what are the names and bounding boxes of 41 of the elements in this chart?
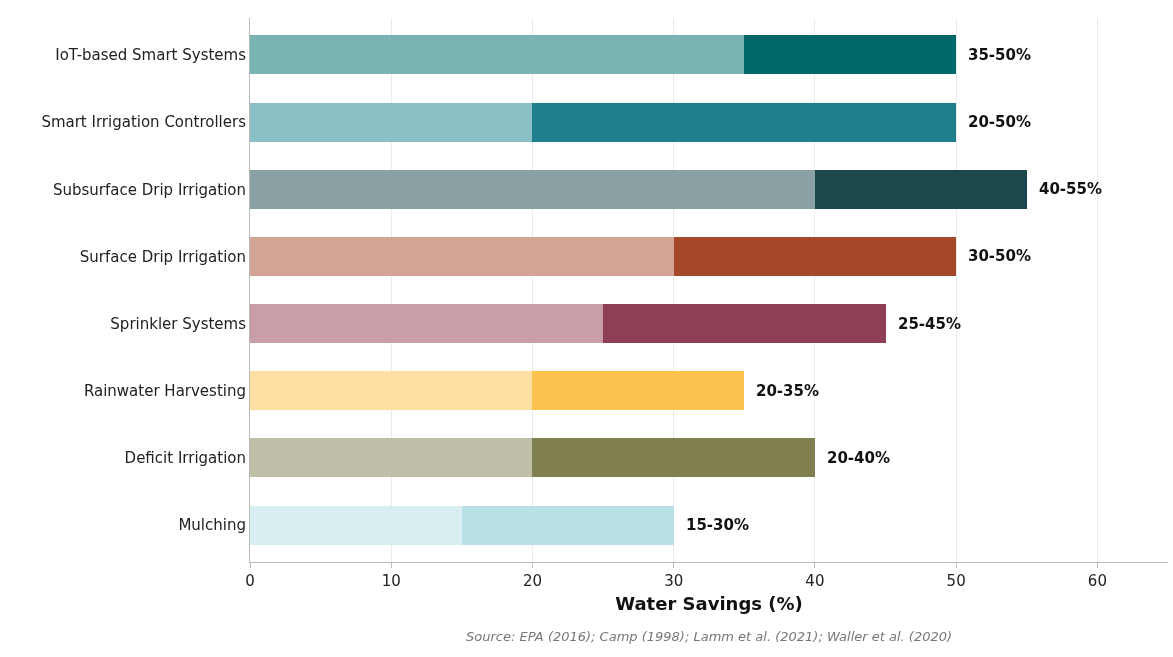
annotation: 20-50%	[968, 113, 1032, 131]
bar	[250, 102, 533, 142]
annotation: 40-55%	[1039, 180, 1103, 198]
source-note: Source: EPA (2016); Camp (1998); Lamm et al. (2021); Waller et al. (2020)	[466, 629, 953, 644]
annotation: 20-40%	[827, 449, 891, 467]
bar	[250, 236, 674, 276]
bar	[532, 102, 957, 142]
bar	[461, 505, 674, 545]
bar	[250, 438, 533, 478]
bar	[603, 304, 886, 344]
y-tick-label: Mulching	[178, 516, 246, 535]
y-tick-label: Deficit Irrigation	[124, 449, 246, 468]
x-tick-label: 60	[1087, 572, 1107, 590]
x-tick-label: 0	[245, 572, 255, 590]
y-tick-label: Subsurface Drip Irrigation	[52, 180, 246, 199]
x-tick-label: 40	[805, 572, 825, 590]
x-tick-label: 50	[946, 572, 966, 590]
y-tick-label: Sprinkler Systems	[110, 314, 247, 333]
bar	[532, 371, 745, 411]
annotation: 20-35%	[756, 382, 820, 400]
annotation: 35-50%	[968, 46, 1032, 64]
x-tick-label: 30	[664, 572, 684, 590]
bar	[673, 236, 957, 276]
bar	[532, 438, 815, 478]
bar	[250, 169, 815, 209]
bar	[250, 304, 604, 344]
annotation: 15-30%	[686, 516, 750, 534]
y-tick-label: Surface Drip Irrigation	[79, 247, 246, 266]
y-tick-label: IoT-based Smart Systems	[55, 46, 247, 65]
y-tick-label: Smart Irrigation Controllers	[41, 113, 247, 132]
x-tick-label: 10	[381, 572, 401, 590]
bar	[814, 169, 1027, 209]
x-tick-label: 20	[522, 572, 543, 590]
x-axis-title: Water Savings (%)	[615, 593, 803, 615]
annotation: 30-50%	[968, 247, 1032, 265]
bar	[744, 35, 957, 75]
y-tick-label: Rainwater Harvesting	[83, 381, 246, 400]
annotation: 25-45%	[898, 315, 962, 333]
bar	[250, 371, 533, 411]
bar	[250, 35, 745, 75]
bar	[250, 505, 462, 545]
